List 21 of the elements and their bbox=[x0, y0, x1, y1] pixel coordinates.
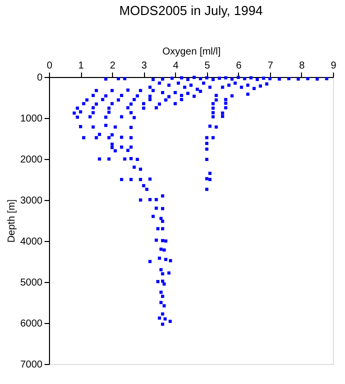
x-tick-label: 7 bbox=[268, 60, 274, 72]
y-tick-label: 2000 bbox=[20, 154, 43, 166]
x-tick-label: 5 bbox=[204, 60, 210, 72]
y-tick-label: 7000 bbox=[20, 360, 43, 370]
y-tick-label: 4000 bbox=[20, 236, 43, 248]
chart-title: MODS2005 in July, 1994 bbox=[119, 3, 263, 18]
x-tick-label: 6 bbox=[236, 60, 242, 72]
x-tick-label: 9 bbox=[330, 60, 337, 72]
y-tick-label: 6000 bbox=[20, 318, 43, 330]
y-tick-label: 3000 bbox=[20, 196, 43, 206]
y-tick-label: 0 bbox=[36, 72, 43, 84]
y-tick-label: 1000 bbox=[20, 114, 43, 124]
y-axis-title: Depth [m] bbox=[6, 199, 18, 243]
x-tick-label: 4 bbox=[172, 60, 179, 72]
x-tick-label: 0 bbox=[46, 60, 53, 72]
x-tick-label: 2 bbox=[110, 60, 116, 72]
x-tick-label: 8 bbox=[299, 60, 306, 72]
x-axis-title: Oxygen [ml/l] bbox=[162, 46, 221, 58]
x-tick-label: 1 bbox=[78, 60, 84, 72]
y-tick-label: 5000 bbox=[20, 278, 43, 288]
x-tick-label: 3 bbox=[141, 60, 148, 72]
